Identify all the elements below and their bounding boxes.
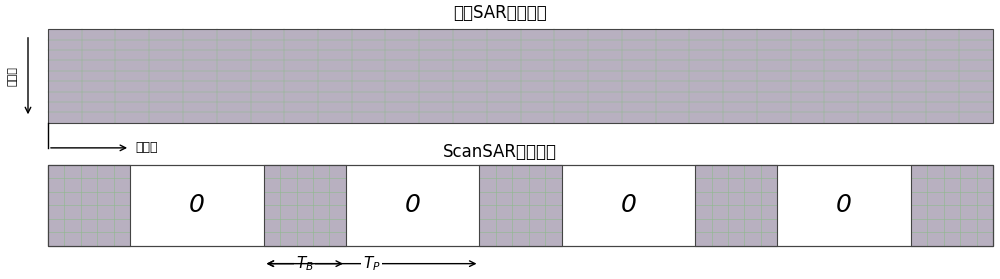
Text: 方位向: 方位向: [135, 141, 158, 154]
Bar: [48, 165, 993, 246]
Bar: [48, 29, 993, 123]
Bar: [48, 165, 993, 246]
Bar: [479, 165, 562, 246]
Bar: [911, 165, 993, 246]
Bar: [48, 165, 130, 246]
Bar: [695, 165, 777, 246]
Bar: [695, 165, 777, 246]
Text: $T_P$: $T_P$: [363, 254, 380, 273]
Text: 0: 0: [836, 193, 852, 217]
Bar: [264, 165, 346, 246]
Text: 0: 0: [405, 193, 421, 217]
Bar: [911, 165, 993, 246]
Text: 距离向: 距离向: [8, 66, 18, 86]
Bar: [48, 29, 993, 123]
Text: ScanSAR数据结构: ScanSAR数据结构: [443, 143, 557, 161]
Text: 条带SAR数据结构: 条带SAR数据结构: [453, 4, 547, 21]
Bar: [264, 165, 346, 246]
Bar: [48, 165, 130, 246]
Bar: [479, 165, 562, 246]
Text: 0: 0: [189, 193, 205, 217]
Text: 0: 0: [620, 193, 636, 217]
Text: $T_B$: $T_B$: [296, 254, 314, 273]
